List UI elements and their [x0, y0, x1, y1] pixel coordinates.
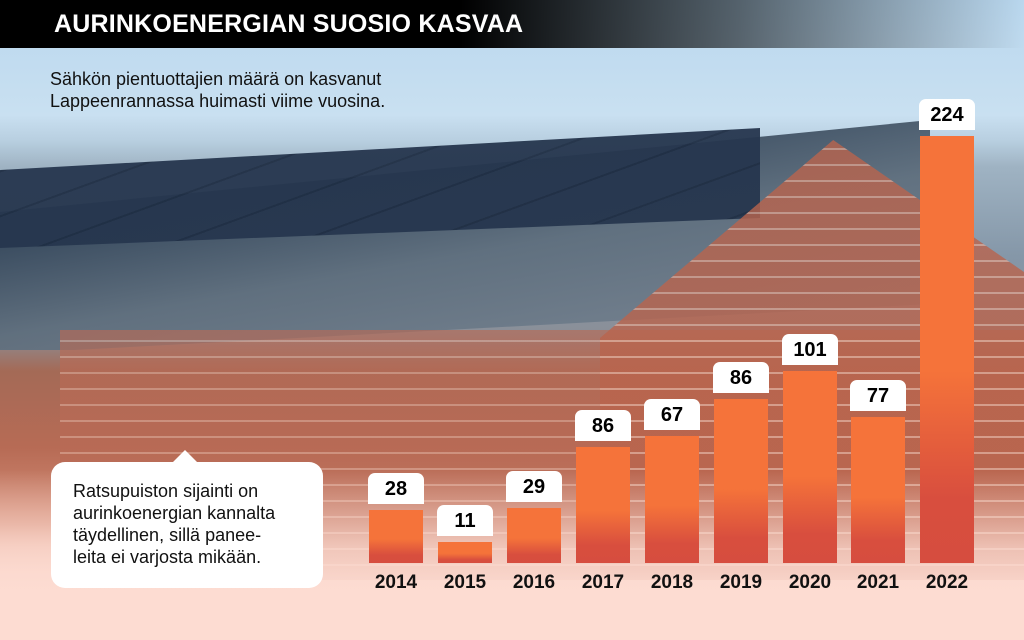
value-label-2022: 224: [919, 99, 975, 130]
value-label-2014: 28: [368, 473, 424, 504]
callout-line: täydellinen, sillä panee-: [73, 525, 262, 545]
bar-2017: [576, 447, 630, 563]
x-axis-label-2021: 2021: [856, 572, 900, 593]
bar-2022: [920, 136, 974, 563]
callout-line: aurinkoenergian kannalta: [73, 503, 276, 523]
x-axis-label-2018: 2018: [650, 572, 694, 593]
annotation-callout: Ratsupuiston sijainti on aurinkoenergian…: [51, 450, 323, 588]
bar-2014: [369, 510, 423, 563]
callout-line: leita ei varjosta mikään.: [73, 547, 262, 567]
bar-2015: [438, 542, 492, 563]
value-label-2021: 77: [850, 380, 906, 411]
x-axis-label-2016: 2016: [512, 572, 556, 593]
value-label-2018: 67: [644, 399, 700, 430]
callout-line: Ratsupuiston sijainti on: [73, 481, 259, 501]
x-axis-label-2019: 2019: [719, 572, 763, 593]
bar-2020: [783, 371, 837, 563]
value-label-2016: 29: [506, 471, 562, 502]
bar-2016: [507, 508, 561, 563]
header-bar: AURINKOENERGIAN SUOSIO KASVAA: [0, 0, 1024, 48]
chart-title: AURINKOENERGIAN SUOSIO KASVAA: [54, 10, 524, 38]
chart-subtitle: Sähkön pientuottajien määrä on kasvanut …: [50, 68, 470, 112]
subtitle-line: Lappeenrannassa huimasti viime vuosina.: [50, 91, 386, 111]
bar-2019: [714, 399, 768, 563]
value-label-2015: 11: [437, 505, 493, 536]
x-axis-label-2015: 2015: [443, 572, 487, 593]
subtitle-line: Sähkön pientuottajien määrä on kasvanut: [50, 69, 382, 89]
x-axis-label-2022: 2022: [925, 572, 969, 593]
x-axis-label-2020: 2020: [788, 572, 832, 593]
value-label-2020: 101: [782, 334, 838, 365]
value-label-2019: 86: [713, 362, 769, 393]
value-label-2017: 86: [575, 410, 631, 441]
x-axis-label-2017: 2017: [581, 572, 625, 593]
bar-2021: [851, 417, 905, 563]
bar-2018: [645, 436, 699, 563]
x-axis-label-2014: 2014: [374, 572, 418, 593]
